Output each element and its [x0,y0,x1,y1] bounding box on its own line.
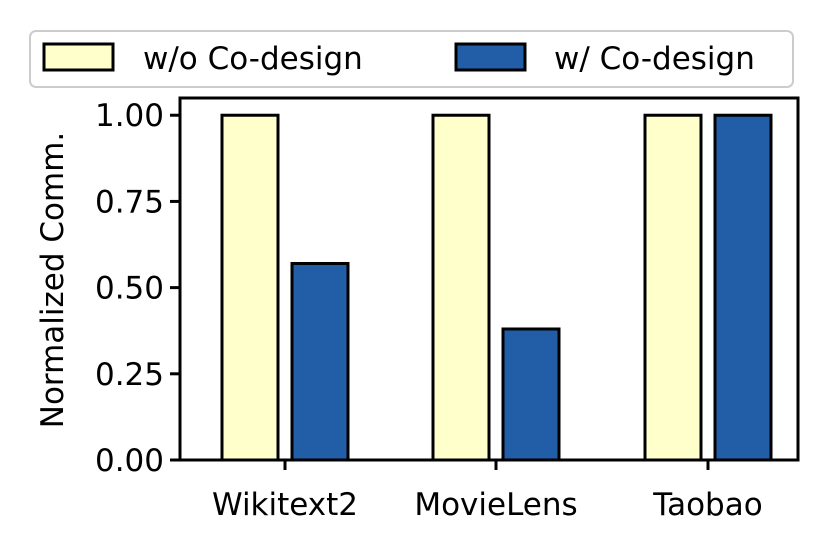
y-tick-label: 1.00 [95,98,164,134]
y-tick-label: 0.75 [95,184,164,220]
bars-group [220,113,773,462]
x-tick-label-wikitext2: Wikitext2 [212,487,358,523]
x-ticks-group: Wikitext2 MovieLens Taobao [212,460,763,523]
bar-wikitext2-with-codesign [290,261,350,462]
legend-swatch-with-codesign [454,42,527,72]
legend-label-with-codesign: w/ Co-design [554,41,755,77]
legend-frame [29,30,794,88]
x-tick-label-taobao: Taobao [652,487,762,523]
bar-movielens-without-codesign [431,113,491,462]
bar-taobao-with-codesign [713,113,773,462]
bar-movielens-with-codesign [501,327,561,462]
y-tick-label: 0.50 [95,271,164,307]
bar-wikitext2-without-codesign [220,113,280,462]
legend-swatch-without-codesign [42,42,115,72]
x-tick-label-movielens: MovieLens [414,487,577,523]
legend-label-without-codesign: w/o Co-design [143,41,363,77]
legend: w/o Co-design w/ Co-design [29,30,794,88]
plot-frame [178,96,800,462]
y-ticks-group: 0.00 0.25 0.50 0.75 1.00 [95,98,180,479]
y-axis-label: Normalized Comm. [35,132,71,429]
y-tick-label: 0.25 [95,357,164,393]
bar-taobao-without-codesign [643,113,703,462]
y-tick-label: 0.00 [95,443,164,479]
